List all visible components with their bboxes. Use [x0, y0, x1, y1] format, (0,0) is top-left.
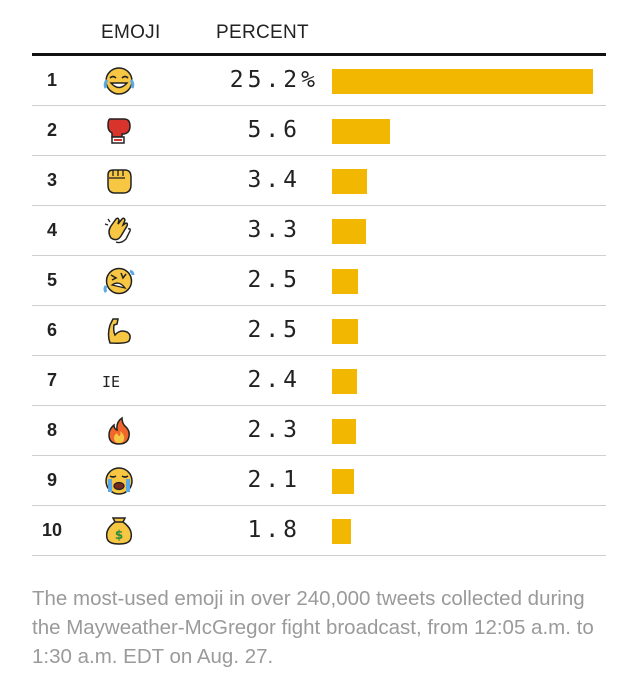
emoji-text-label: IE [102, 373, 121, 391]
rank-label: 4 [46, 220, 57, 240]
bar [332, 169, 367, 194]
rank-label: 2 [46, 120, 57, 140]
value-label: 3.3 [247, 217, 301, 243]
rank-label: 5 [46, 270, 57, 290]
bar [332, 369, 357, 394]
bar [332, 119, 390, 144]
oncoming-fist-icon [102, 166, 136, 196]
rank-label: 10 [41, 520, 63, 540]
header-rule [32, 53, 606, 56]
table-row: 6 2.5 [32, 306, 606, 356]
table-row: 2 5.6 [32, 106, 606, 156]
value-label: 25.2% [229, 67, 319, 93]
value-label: 2.5 [247, 267, 301, 293]
percent-column-header: PERCENT [216, 22, 309, 43]
value-label: 2.1 [247, 467, 301, 493]
bar [332, 319, 358, 344]
loudly-crying-face-icon [102, 466, 136, 496]
value-label: 2.4 [247, 367, 301, 393]
money-bag-icon: $ [102, 516, 136, 546]
bar [332, 269, 358, 294]
table-row: 10 $1.8 [32, 506, 606, 556]
table-row: 3 3.4 [32, 156, 606, 206]
rank-label: 8 [46, 420, 57, 440]
boxing-glove-icon [102, 116, 136, 146]
value-label: 2.3 [247, 417, 301, 443]
clapping-hands-icon [102, 216, 136, 246]
bar [332, 419, 356, 444]
value-label: 1.8 [247, 517, 301, 543]
rank-label: 1 [46, 70, 57, 90]
chart-table: 1 25.2% 2 5.6 3 3.4 4 3.3 5 2.5 6 2.5 7 IE 2.4 8 2.3 9 2.1… [32, 56, 606, 556]
value-label: 5.6 [247, 117, 301, 143]
rolling-on-the-floor-laughing-icon [102, 266, 136, 296]
bar [332, 219, 366, 244]
bar [332, 469, 354, 494]
value-label: 3.4 [247, 167, 301, 193]
table-row: 8 2.3 [32, 406, 606, 456]
value-label: 2.5 [247, 317, 301, 343]
table-row: 7 IE 2.4 [32, 356, 606, 406]
table-row: 9 2.1 [32, 456, 606, 506]
bar [332, 69, 593, 94]
rank-label: 7 [46, 370, 57, 390]
table-row: 5 2.5 [32, 256, 606, 306]
flexed-biceps-icon [102, 316, 136, 346]
table-row: 1 25.2% [32, 56, 606, 106]
svg-text:$: $ [115, 528, 123, 542]
rank-label: 6 [46, 320, 57, 340]
rank-label: 9 [46, 470, 57, 490]
bar [332, 519, 351, 544]
emoji-column-header: EMOJI [101, 22, 161, 43]
fire-icon [102, 416, 136, 446]
table-row: 4 3.3 [32, 206, 606, 256]
caption: The most-used emoji in over 240,000 twee… [32, 587, 594, 668]
face-with-tears-of-joy-icon [102, 66, 136, 96]
rank-label: 3 [46, 170, 57, 190]
